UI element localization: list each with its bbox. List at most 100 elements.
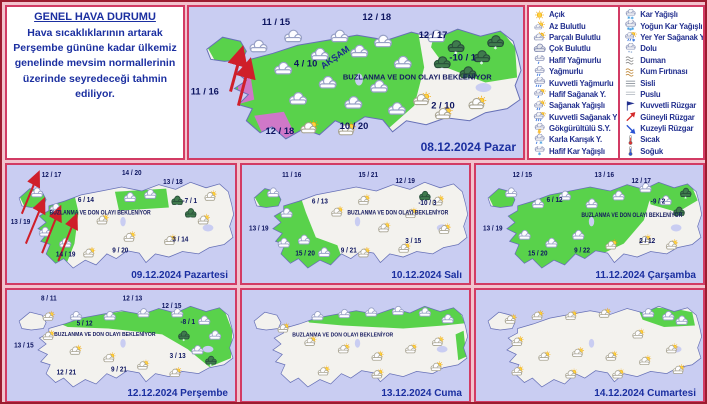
temperature-label: 12 / 15 (513, 171, 533, 179)
fog-icon (623, 77, 638, 88)
map-date: 08.12.2024 Pazar (420, 140, 516, 154)
legend-item-label: Kuvvetli Sağanak Y (549, 112, 618, 122)
temperature-label: 12 / 17 (631, 178, 651, 186)
temperature-label: -10 / 1 (449, 52, 476, 63)
sandstorm-icon (623, 66, 638, 77)
legend-item: Yoğun Kar Yağışlı (623, 20, 703, 31)
snow-heavy-icon (623, 20, 638, 31)
legend-item-label: Sağanak Yağışlı (549, 101, 605, 111)
legend-item: Puslu (623, 89, 703, 100)
temperature-label: 8 / 11 (41, 295, 57, 302)
south-wind-arrow (227, 45, 248, 92)
legend-item-label: Kuzeyli Rüzgar (640, 124, 694, 134)
south-wind-arrow (57, 212, 78, 262)
map-date: 12.12.2024 Perşembe (127, 388, 228, 399)
frost-warning-label: BUZLANMA VE DON OLAYI BEKLENİYOR (343, 72, 492, 81)
wind-strong-icon (623, 100, 638, 111)
legend-item: Yağmurlu (532, 65, 617, 77)
temperature-label: 6 / 13 (312, 198, 328, 206)
temperature-label: 11 / 15 (262, 17, 290, 28)
legend-item: Kar Yağışlı (623, 9, 703, 20)
map-date: 14.12.2024 Cumartesi (594, 388, 696, 399)
legend-item: Gökgürültülü S.Y. (532, 122, 617, 135)
temperature-label: 13 / 19 (249, 225, 269, 233)
temperature-label: 2 / 12 (639, 238, 655, 246)
legend-item-label: Hafif Kar Yağışlı (549, 146, 605, 156)
frost-warning-label: BUZLANMA VE DON OLAYI BEKLENİYOR (347, 209, 448, 217)
map-panel-monday: BUZLANMA VE DON OLAYI BEKLENİYOR 12 / 17 1… (5, 163, 237, 285)
legend-item: Sisli (623, 77, 703, 88)
temperature-label: 6 / 12 (547, 197, 563, 205)
legend-item-label: Yağmurlu (549, 67, 583, 77)
sun-few-clouds-icon (532, 20, 547, 31)
smoke-icon (623, 55, 638, 66)
legend-item: Yer Yer Sağanak Y. (623, 31, 703, 43)
shower-light-icon (532, 88, 547, 100)
rain-icon (532, 65, 547, 77)
temperature-label: -7 / 1 (183, 197, 198, 205)
temperature-label: -9 / 2 (651, 198, 666, 206)
wind-south-icon (623, 112, 638, 123)
legend-item-label: Puslu (640, 89, 661, 99)
temperature-label: 12 / 21 (57, 369, 77, 376)
temperature-label: 5 / 12 (77, 320, 93, 327)
legend-item-label: Güneyli Rüzgar (640, 112, 695, 122)
rain-light-icon (532, 54, 547, 66)
legend-item: Hafif Yağmurlu (532, 54, 617, 66)
map-panel-friday: BUZLANMA VE DON OLAYI BEKLENİYOR 13.12.20… (240, 288, 471, 402)
legend-item-label: Hafif Sağanak Y. (549, 89, 606, 99)
temperature-label: 11 / 16 (282, 171, 301, 179)
legend-column-2: Kar Yağışlı Yoğun Kar Yağışlı Yer Yer Sağa… (618, 7, 703, 158)
legend-item: Kuvvetli Rüzgar (623, 100, 703, 111)
cloudy-icon (532, 43, 547, 54)
legend-item-label: Kuvvetli Rüzgar (640, 101, 697, 111)
legend-item-label: Açık (549, 10, 565, 20)
legend-item: Parçalı Bulutlu (532, 31, 617, 43)
temperature-label: 9 / 21 (111, 366, 127, 373)
legend-item: Soğuk (623, 146, 703, 157)
temperature-label: 12 / 18 (362, 12, 391, 23)
temperature-label: 15 / 20 (295, 250, 315, 258)
temperature-label: 2 / 10 (431, 101, 454, 112)
frost-warning-label: BUZLANMA VE DON OLAYI BEKLENİYOR (581, 212, 682, 220)
south-wind-arrow (235, 57, 256, 107)
wind-north-icon (623, 123, 638, 134)
legend-item-label: Sıcak (640, 135, 660, 145)
temperature-label: 12 / 19 (395, 178, 415, 186)
temperature-label: 9 / 22 (574, 247, 590, 255)
snow-icon (623, 9, 638, 20)
sun-icon (532, 9, 547, 20)
temperature-label: 9 / 21 (341, 247, 357, 255)
temperature-label: -8 / 1 (180, 319, 195, 326)
mist-icon (623, 89, 638, 100)
legend-item: Kuzeyli Rüzgar (623, 123, 703, 134)
legend-column-1: Açık Az Bulutlu Parçalı Bulutlu Çok Bulutlu… (529, 7, 618, 158)
temperature-label: 12 / 13 (123, 295, 143, 302)
map-date: 11.12.2024 Çarşamba (595, 270, 696, 281)
legend-item: Karla Karışık Y. (532, 134, 617, 145)
precipitation-zones (54, 306, 233, 367)
legend-item: Açık (532, 9, 617, 20)
legend-item-label: Sisli (640, 78, 656, 88)
thunderstorm-icon (532, 122, 547, 135)
general-outlook-panel: GENEL HAVA DURUMU Hava sıcaklıklarının a… (5, 5, 185, 160)
temperature-label: 6 / 14 (78, 197, 94, 205)
frost-warning-label: BUZLANMA VE DON OLAYI BEKLENİYOR (292, 331, 393, 338)
map-date: 10.12.2024 Salı (391, 270, 462, 281)
temperature-label: 3 / 14 (172, 236, 188, 244)
map-panel-saturday: 14.12.2024 Cumartesi (474, 288, 705, 402)
south-wind-arrow (41, 204, 62, 254)
temperature-label: 3 / 15 (405, 238, 421, 246)
cold-icon (623, 146, 638, 157)
legend-item-label: Hafif Yağmurlu (549, 55, 602, 65)
temperature-label: 14 / 19 (56, 251, 76, 259)
legend-item: Güneyli Rüzgar (623, 112, 703, 123)
legend-item-label: Az Bulutlu (549, 21, 586, 31)
legend-item: Az Bulutlu (532, 20, 617, 31)
temperature-label: -10 / 3 (418, 200, 436, 208)
south-wind-arrow (24, 196, 46, 245)
temperature-label: 3 / 13 (170, 353, 186, 360)
temperature-label: 13 / 18 (163, 179, 183, 187)
temperature-label: 13 / 15 (14, 342, 34, 349)
